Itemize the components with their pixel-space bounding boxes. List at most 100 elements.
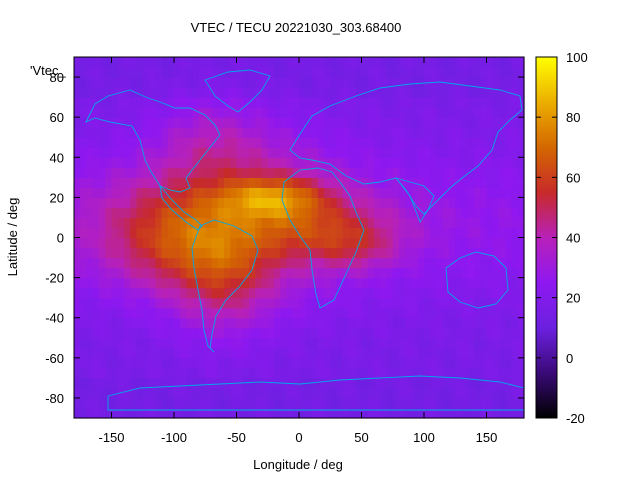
heatmap-cell xyxy=(199,97,206,108)
heatmap-cell xyxy=(417,377,425,389)
heatmap-cell xyxy=(330,147,338,158)
heatmap-cell xyxy=(355,407,363,419)
heatmap-cell xyxy=(117,367,125,379)
heatmap-cell xyxy=(299,137,306,148)
heatmap-cell xyxy=(280,107,288,118)
heatmap-cell xyxy=(355,217,363,229)
heatmap-cell xyxy=(111,257,119,269)
heatmap-cell xyxy=(499,197,506,209)
heatmap-cell xyxy=(461,347,469,359)
heatmap-cell xyxy=(392,347,400,359)
heatmap-cell xyxy=(317,167,325,178)
heatmap-cell xyxy=(124,127,131,138)
heatmap-cell xyxy=(149,87,156,98)
heatmap-cell xyxy=(99,107,106,118)
heatmap-cell xyxy=(311,307,319,319)
heatmap-cell xyxy=(80,117,88,128)
heatmap-cell xyxy=(361,267,369,279)
heatmap-cell xyxy=(124,337,131,349)
heatmap-cell xyxy=(224,127,231,138)
heatmap-cell xyxy=(361,367,369,379)
heatmap-cell xyxy=(486,87,494,98)
heatmap-cell xyxy=(492,77,500,88)
heatmap-cell xyxy=(249,357,256,369)
heatmap-cell xyxy=(480,337,488,349)
heatmap-cell xyxy=(105,197,113,209)
heatmap-cell xyxy=(124,157,131,168)
heatmap-cell xyxy=(349,407,356,419)
heatmap-cell xyxy=(417,107,425,118)
heatmap-cell xyxy=(336,287,344,299)
heatmap-cell xyxy=(167,327,175,339)
heatmap-cell xyxy=(380,327,388,339)
heatmap-cell xyxy=(480,287,488,299)
heatmap-cell xyxy=(192,107,200,118)
heatmap-cell xyxy=(517,347,525,359)
heatmap-cell xyxy=(211,247,219,259)
heatmap-cell xyxy=(486,97,494,108)
heatmap-cell xyxy=(199,317,206,329)
heatmap-cell xyxy=(411,377,419,389)
heatmap-cell xyxy=(517,177,525,188)
heatmap-cell xyxy=(436,347,444,359)
y-tick-label: 20 xyxy=(50,190,64,205)
heatmap-cell xyxy=(311,287,319,299)
heatmap-cell xyxy=(449,377,456,389)
heatmap-cell xyxy=(374,187,381,198)
heatmap-cell xyxy=(111,247,119,259)
heatmap-cell xyxy=(499,57,506,68)
heatmap-cell xyxy=(211,137,219,148)
heatmap-cell xyxy=(505,117,513,128)
heatmap-cell xyxy=(155,327,163,339)
heatmap-cell xyxy=(417,397,425,409)
heatmap-cell xyxy=(342,397,350,409)
heatmap-cell xyxy=(361,277,369,289)
heatmap-cell xyxy=(249,257,256,269)
heatmap-cell xyxy=(442,177,450,188)
heatmap-cell xyxy=(155,127,163,138)
heatmap-cell xyxy=(286,97,294,108)
heatmap-cell xyxy=(111,207,119,219)
heatmap-cell xyxy=(186,297,194,309)
heatmap-cell xyxy=(180,97,188,108)
heatmap-cell xyxy=(380,287,388,299)
heatmap-cell xyxy=(230,367,238,379)
heatmap-cell xyxy=(105,257,113,269)
heatmap-cell xyxy=(105,407,113,419)
heatmap-cell xyxy=(436,397,444,409)
heatmap-cell xyxy=(255,307,263,319)
heatmap-cell xyxy=(267,157,275,168)
heatmap-cell xyxy=(330,247,338,259)
heatmap-cell xyxy=(367,257,375,269)
heatmap-cell xyxy=(86,167,94,178)
heatmap-cell xyxy=(255,217,263,229)
heatmap-cell xyxy=(299,337,306,349)
heatmap-cell xyxy=(180,127,188,138)
heatmap-cell xyxy=(255,227,263,239)
heatmap-cell xyxy=(224,287,231,299)
heatmap-cell xyxy=(86,67,94,78)
heatmap-cell xyxy=(330,407,338,419)
heatmap-cell xyxy=(442,297,450,309)
heatmap-cell xyxy=(324,267,331,279)
heatmap-cell xyxy=(455,327,463,339)
heatmap-cell xyxy=(280,217,288,229)
heatmap-cell xyxy=(336,297,344,309)
heatmap-cell xyxy=(342,287,350,299)
heatmap-cell xyxy=(186,197,194,209)
heatmap-cell xyxy=(80,297,88,309)
heatmap-cell xyxy=(486,187,494,198)
heatmap-cell xyxy=(142,107,150,118)
heatmap-cell xyxy=(92,87,100,98)
heatmap-cell xyxy=(299,77,306,88)
heatmap-cell xyxy=(499,147,506,158)
heatmap-cell xyxy=(386,347,394,359)
heatmap-cell xyxy=(392,117,400,128)
heatmap-cell xyxy=(111,307,119,319)
heatmap-cell xyxy=(186,387,194,399)
heatmap-cell xyxy=(242,377,250,389)
heatmap-cell xyxy=(80,237,88,249)
heatmap-cell xyxy=(380,277,388,289)
heatmap-cell xyxy=(105,387,113,399)
heatmap-cell xyxy=(86,267,94,279)
